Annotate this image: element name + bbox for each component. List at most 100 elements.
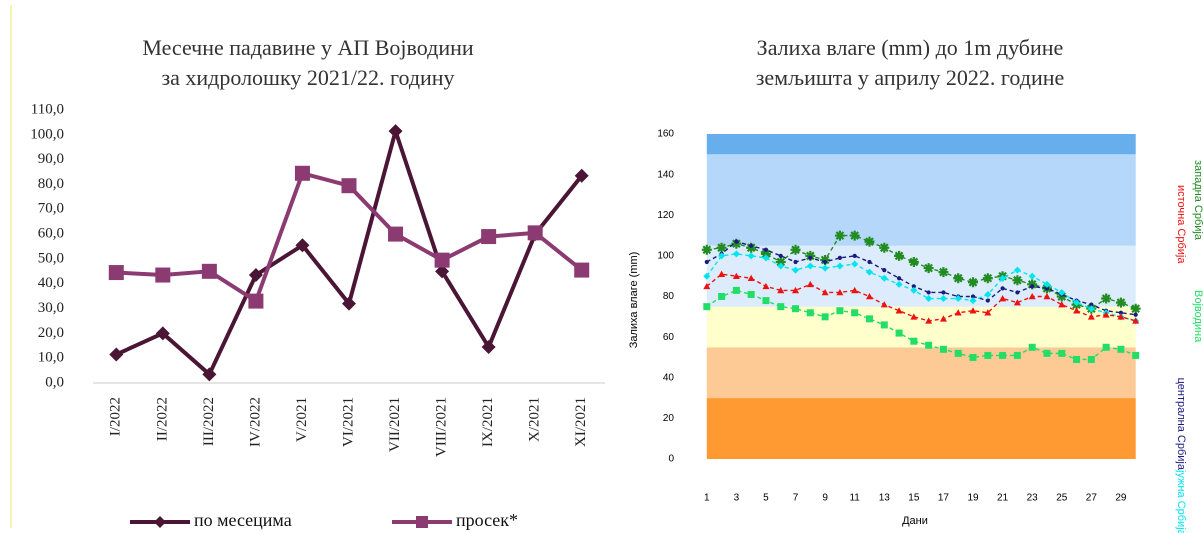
y-tick-label: 40 — [663, 372, 675, 383]
marker — [435, 264, 450, 279]
marker — [704, 259, 709, 265]
marker — [851, 309, 859, 317]
marker — [806, 262, 814, 270]
y-tick-label: 20,0 — [38, 325, 64, 341]
marker — [1118, 310, 1124, 315]
marker — [701, 244, 712, 255]
marker — [821, 288, 829, 296]
marker — [202, 367, 217, 382]
x-tick-label: II/2022 — [154, 397, 170, 441]
legend-label: просек* — [456, 510, 518, 530]
y-tick-label: 60,0 — [38, 226, 64, 242]
marker — [762, 297, 770, 305]
marker — [762, 254, 770, 262]
marker — [851, 260, 859, 268]
marker — [718, 270, 726, 277]
band — [706, 245, 1136, 307]
legend-marker — [154, 516, 166, 528]
y-tick-label: 40,0 — [38, 275, 64, 291]
band — [706, 154, 1136, 246]
marker — [155, 326, 170, 341]
marker — [882, 267, 887, 273]
legend-label: Војводина — [1192, 290, 1203, 343]
marker — [155, 267, 171, 283]
marker — [1028, 293, 1036, 300]
marker — [1043, 349, 1051, 357]
marker — [732, 286, 740, 294]
marker — [969, 297, 977, 305]
series-line — [115, 129, 584, 377]
y-tick-label: 50,0 — [38, 250, 64, 266]
y-tick-label: 80 — [663, 291, 675, 302]
marker — [925, 317, 933, 324]
marker — [880, 274, 888, 282]
marker — [1073, 355, 1081, 363]
marker — [984, 309, 992, 316]
x-tick-label: 19 — [967, 493, 979, 504]
marker — [1012, 275, 1023, 286]
marker — [777, 262, 785, 270]
x-tick-label: 7 — [793, 493, 799, 504]
x-axis-label: Дани — [902, 515, 928, 527]
legend-label: по месецима — [194, 510, 292, 530]
marker — [910, 286, 918, 294]
marker — [295, 238, 310, 253]
marker — [999, 351, 1007, 359]
marker — [895, 280, 903, 288]
marker — [294, 165, 310, 181]
x-tick-label: 5 — [763, 493, 769, 504]
marker — [849, 230, 860, 241]
marker — [248, 293, 264, 309]
marker — [865, 293, 873, 300]
y-tick-label: 90,0 — [38, 151, 64, 167]
x-tick-label: 11 — [849, 493, 860, 504]
x-tick-label: 25 — [1056, 493, 1068, 504]
y-tick-label: 160 — [657, 129, 674, 140]
marker — [894, 250, 905, 261]
marker — [777, 286, 785, 294]
marker — [880, 321, 888, 329]
marker — [1089, 302, 1094, 307]
marker — [925, 295, 933, 303]
marker — [574, 168, 589, 183]
x-tick-label: 15 — [908, 493, 920, 504]
band — [706, 398, 1136, 459]
marker — [954, 309, 962, 316]
y-tick-label: 10,0 — [38, 350, 64, 366]
marker — [1013, 351, 1021, 359]
marker — [760, 248, 771, 259]
chart-title: Месечне падавине у АП Војводини — [142, 35, 474, 60]
marker — [732, 272, 740, 279]
marker — [763, 247, 769, 252]
marker — [1133, 312, 1138, 317]
marker — [792, 266, 800, 274]
marker — [1132, 351, 1140, 359]
marker — [910, 313, 918, 320]
marker — [778, 253, 783, 258]
marker — [896, 276, 902, 281]
marker — [1028, 343, 1036, 351]
marker — [836, 307, 844, 315]
marker — [954, 295, 962, 303]
marker — [821, 264, 829, 272]
chart-title: за хидролошку 2021/22. годину — [161, 65, 454, 90]
marker — [982, 273, 993, 284]
x-tick-label: VI/2021 — [340, 397, 356, 447]
marker — [248, 268, 263, 283]
marker — [703, 282, 711, 290]
y-tick-label: 0 — [668, 454, 674, 465]
x-tick-label: 21 — [997, 493, 1009, 504]
x-tick-label: 3 — [734, 493, 740, 504]
marker — [434, 252, 450, 268]
marker — [1102, 343, 1110, 351]
x-tick-label: V/2021 — [294, 397, 310, 442]
marker — [1073, 299, 1081, 307]
series-line — [706, 240, 1136, 316]
marker — [718, 293, 726, 300]
marker — [984, 290, 992, 298]
y-tick-label: 120 — [657, 210, 674, 221]
marker — [1043, 280, 1051, 288]
marker — [1115, 297, 1126, 308]
x-tick-label: 9 — [822, 493, 828, 504]
marker — [880, 301, 888, 308]
